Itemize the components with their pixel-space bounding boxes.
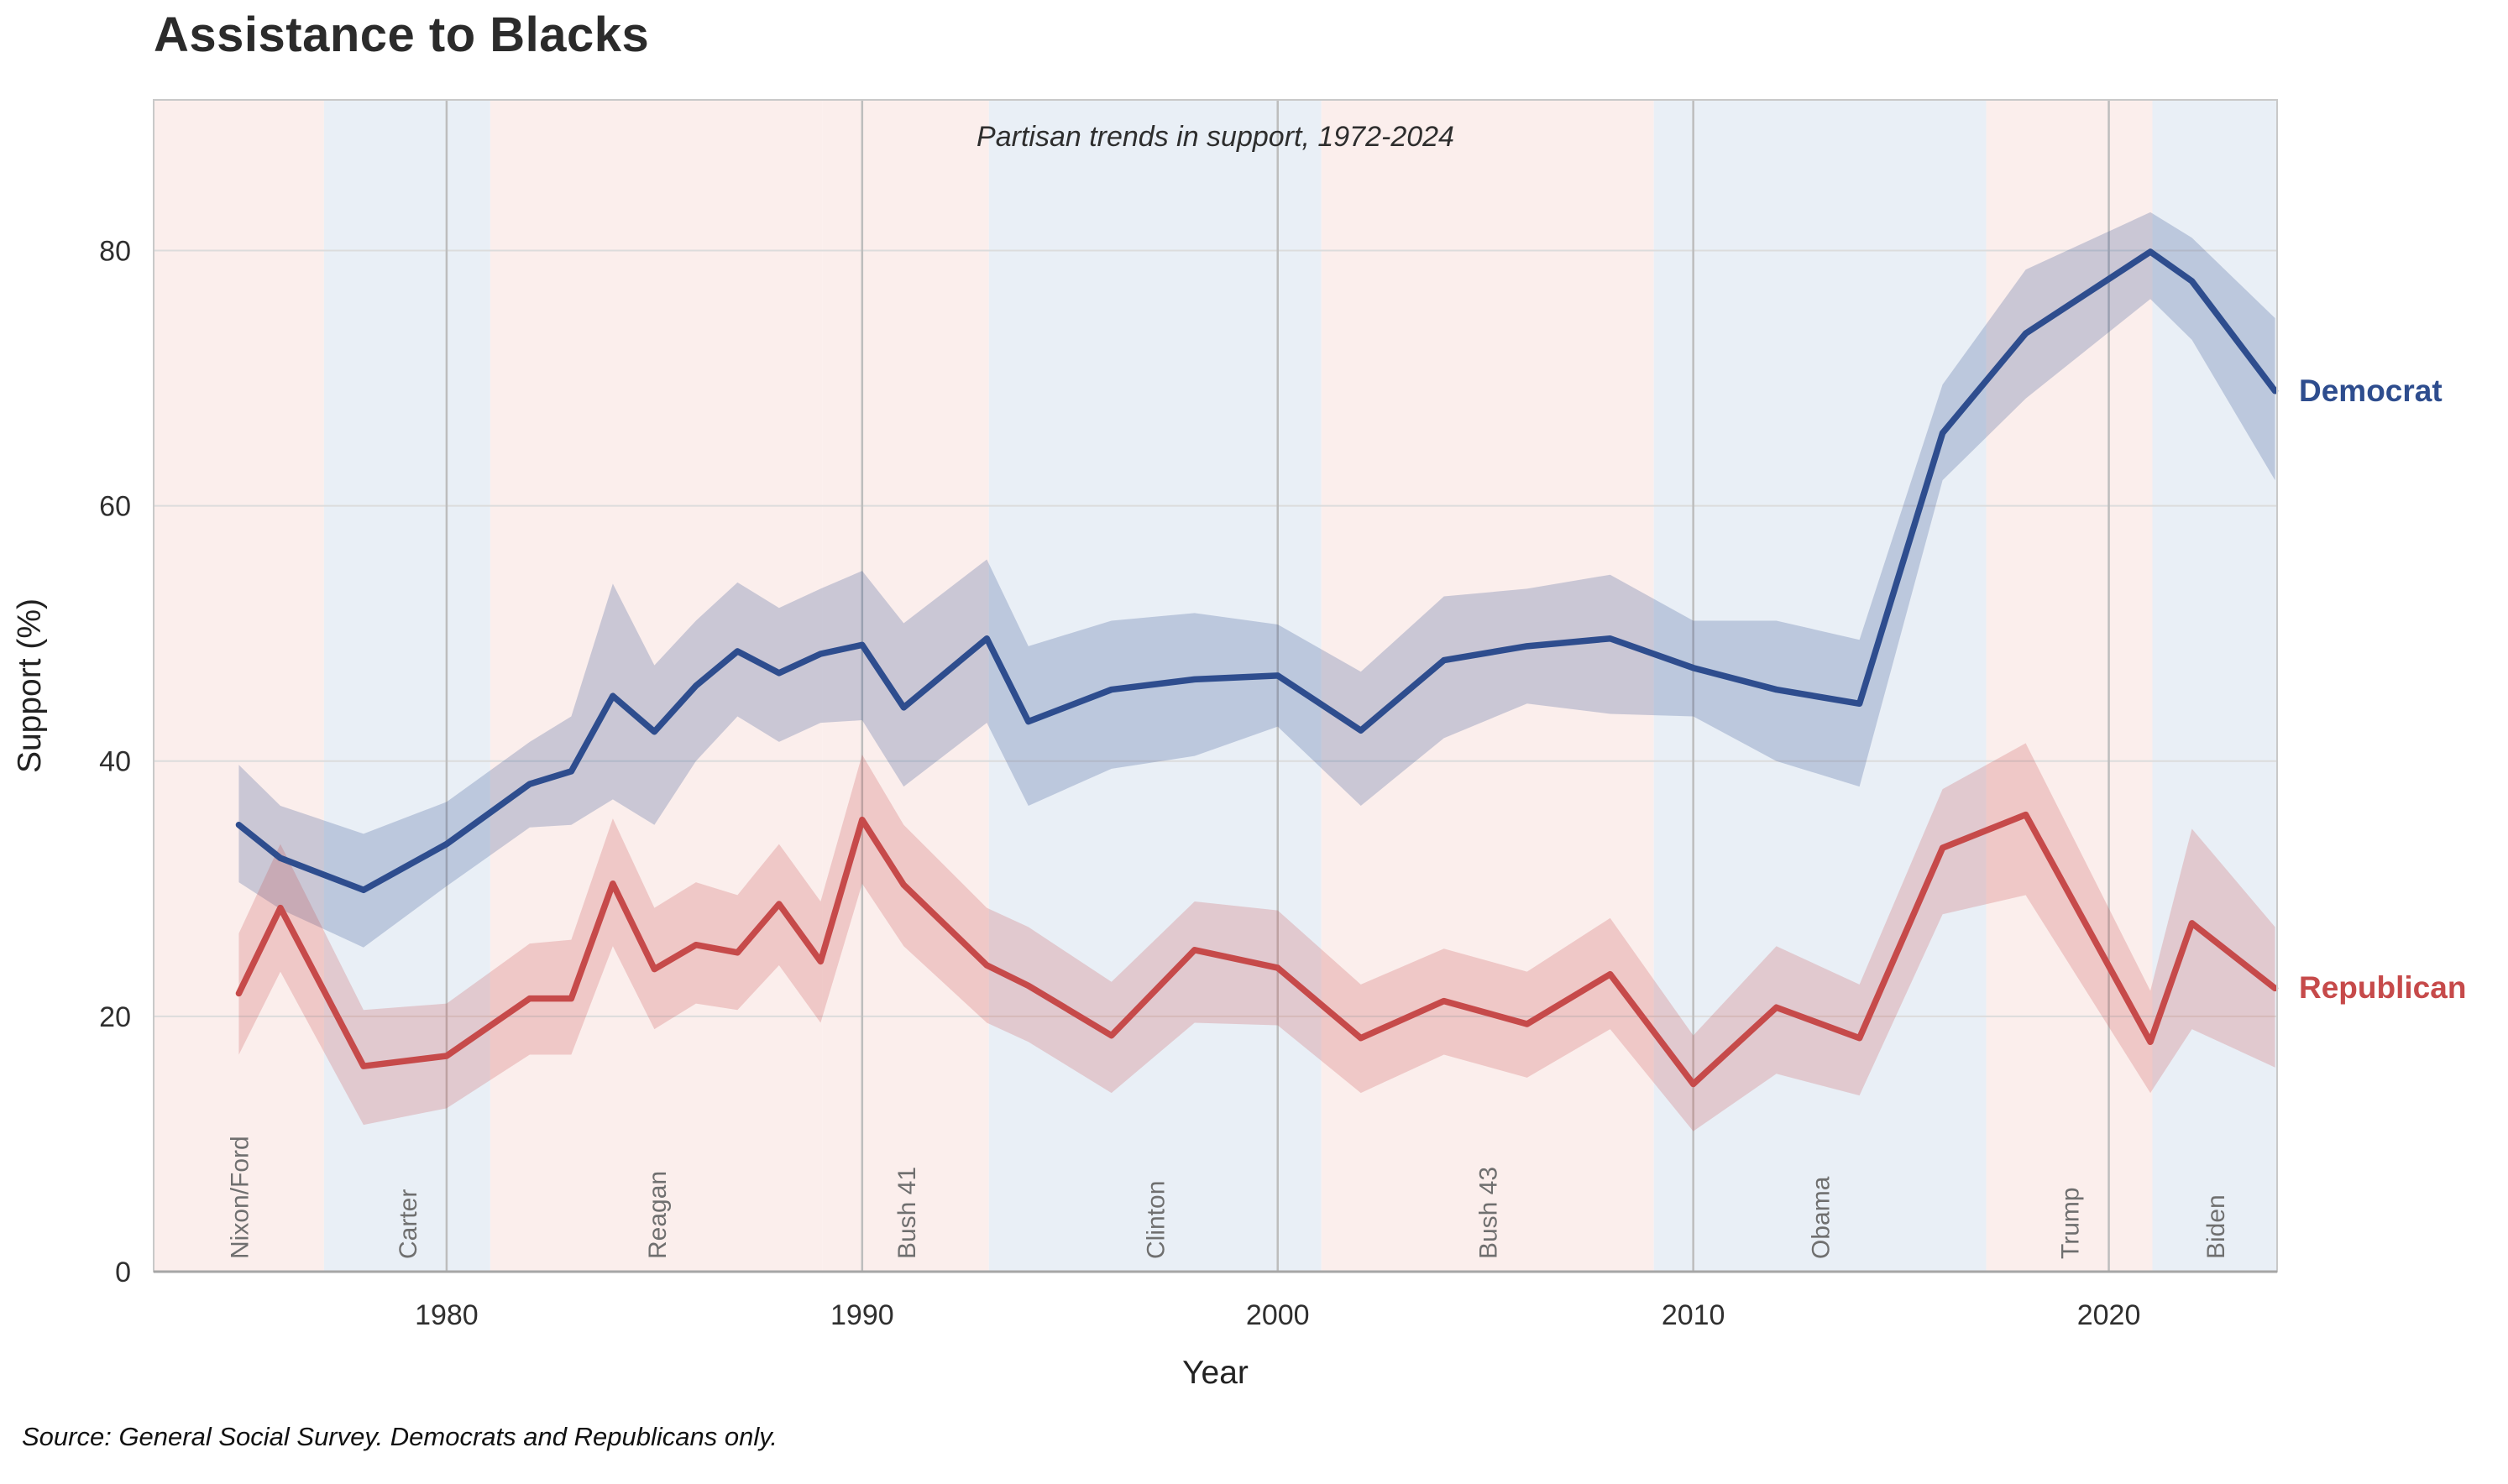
x-tick-label: 2000: [1246, 1299, 1310, 1331]
x-tick-label: 2020: [2077, 1299, 2141, 1331]
president-label-bush-43: Bush 43: [1475, 1167, 1503, 1259]
era-band-nixon-ford: [154, 100, 324, 1272]
x-tick-label: 1980: [415, 1299, 479, 1331]
republican-confidence-band: [238, 743, 2275, 1131]
y-tick-label: 20: [99, 1001, 131, 1033]
era-band-carter: [323, 100, 490, 1272]
president-label-biden: Biden: [2202, 1194, 2230, 1259]
era-band-obama: [1653, 100, 1987, 1272]
president-label-carter: Carter: [395, 1189, 422, 1259]
x-tick-label: 2010: [1662, 1299, 1725, 1331]
president-label-obama: Obama: [1808, 1176, 1835, 1259]
president-label-nixon-ford: Nixon/Ford: [226, 1136, 254, 1259]
president-label-reagan: Reagan: [644, 1171, 672, 1259]
era-band-trump: [1986, 100, 2153, 1272]
president-label-clinton: Clinton: [1143, 1181, 1170, 1259]
democrat-confidence-band: [238, 212, 2275, 948]
y-tick-label: 80: [99, 235, 131, 267]
y-tick-label: 0: [115, 1257, 131, 1288]
source-note: Source: General Social Survey. Democrats…: [22, 1422, 778, 1451]
era-band-bush-41: [822, 100, 989, 1272]
chart-subtitle: Partisan trends in support, 1972-2024: [976, 121, 1454, 153]
chart-title: Assistance to Blacks: [154, 8, 650, 62]
series-label-republican: Republican: [2299, 970, 2467, 1006]
y-axis-label: Support (%): [12, 598, 48, 774]
x-axis-label: Year: [1182, 1355, 1249, 1391]
y-tick-label: 40: [99, 746, 131, 778]
series-label-democrat: Democrat: [2299, 373, 2443, 408]
republican-line: [235, 811, 2279, 1088]
y-tick-label: 60: [99, 491, 131, 523]
democrat-line: [235, 248, 2279, 894]
era-band-bush-43: [1321, 100, 1654, 1272]
era-band-biden: [2152, 100, 2277, 1272]
x-tick-label: 1990: [830, 1299, 894, 1331]
president-label-trump: Trump: [2057, 1187, 2085, 1259]
era-band-reagan: [490, 100, 823, 1272]
president-label-bush-41: Bush 41: [893, 1167, 921, 1259]
